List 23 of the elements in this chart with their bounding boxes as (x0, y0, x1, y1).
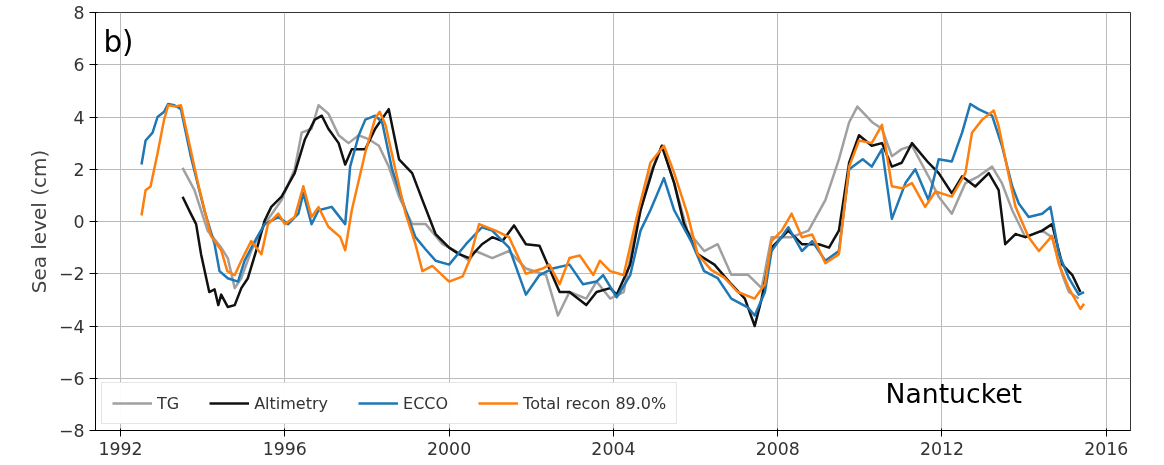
y-tick-label: −2 (58, 264, 85, 285)
x-tick-label: 2000 (427, 438, 472, 459)
y-tick-label: 0 (73, 212, 85, 232)
x-tick-label: 2012 (919, 438, 965, 459)
y-tick-label: 4 (73, 107, 85, 128)
x-tick-label: 2008 (755, 438, 800, 459)
x-tick-label: 1992 (98, 438, 143, 459)
x-tick-label: 2004 (591, 438, 636, 459)
annotation: Nantucket (885, 377, 1023, 409)
y-tick-label: −4 (58, 316, 85, 337)
annotation: b) (103, 24, 134, 59)
y-tick-label: 6 (73, 55, 85, 76)
x-tick-label: 1996 (262, 438, 307, 459)
y-tick-label: 8 (73, 3, 85, 23)
y-tick-label: 2 (73, 159, 85, 180)
x-tick-label: 2016 (1084, 438, 1129, 459)
y-tick-label: −8 (58, 421, 85, 441)
legend-label: TG (157, 393, 180, 413)
legend-label: Total recon 89.0% (523, 393, 667, 413)
y-axis-title: Sea level (cm) (26, 149, 51, 294)
y-tick-label: −6 (58, 368, 85, 389)
legend-label: ECCO (403, 393, 449, 413)
legend-label: Altimetry (254, 393, 329, 413)
